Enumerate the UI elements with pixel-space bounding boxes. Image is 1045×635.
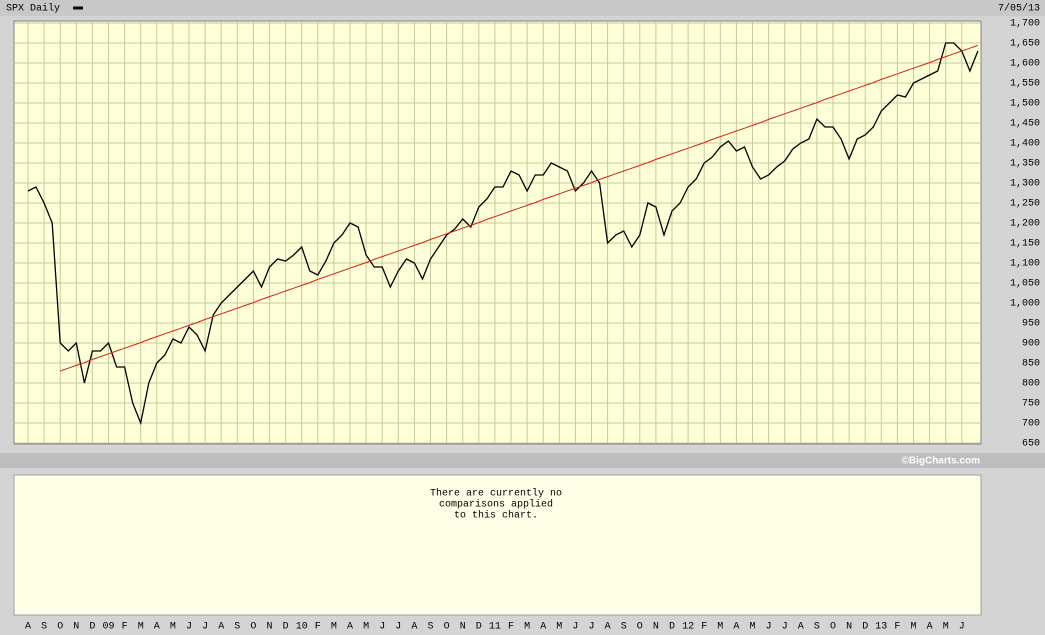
y-tick-label: 1,250 [1010,199,1040,210]
x-tick-label: A [218,622,224,633]
x-tick-label: N [460,622,466,633]
x-tick-label: 11 [489,622,501,633]
x-tick-label: N [266,622,272,633]
x-tick-label: A [733,622,739,633]
x-tick-label: M [524,622,530,633]
x-tick-label: M [556,622,562,633]
y-tick-label: 1,450 [1010,119,1040,130]
x-tick-label: S [621,622,627,633]
x-tick-label: M [363,622,369,633]
comparison-note: There are currently no [430,488,562,500]
date-label: 7/05/13 [998,3,1040,15]
x-tick-label: J [202,622,208,633]
x-tick-label: A [25,622,31,633]
x-tick-label: M [170,622,176,633]
y-tick-label: 1,300 [1010,179,1040,190]
legend-label: SPX Daily [6,3,60,15]
x-tick-label: A [605,622,611,633]
x-tick-label: A [927,622,933,633]
y-tick-label: 700 [1022,419,1040,430]
x-tick-label: M [717,622,723,633]
y-tick-label: 750 [1022,399,1040,410]
comparison-note: to this chart. [454,510,538,522]
x-tick-label: F [315,622,321,633]
x-tick-label: D [476,622,482,633]
x-tick-label: A [154,622,160,633]
x-tick-label: A [411,622,417,633]
x-tick-label: M [943,622,949,633]
y-tick-label: 1,100 [1010,259,1040,270]
header-bar [0,0,1045,16]
x-tick-label: D [669,622,675,633]
y-tick-label: 950 [1022,319,1040,330]
x-tick-label: F [894,622,900,633]
x-tick-label: F [701,622,707,633]
x-tick-label: J [782,622,788,633]
x-tick-label: S [814,622,820,633]
x-tick-label: O [637,622,643,633]
x-tick-label: F [508,622,514,633]
separator-bar [0,453,1045,468]
x-tick-label: O [57,622,63,633]
y-tick-label: 850 [1022,359,1040,370]
x-tick-label: N [653,622,659,633]
plot-area [13,20,982,445]
x-tick-label: F [122,622,128,633]
x-tick-label: M [910,622,916,633]
price-line [27,42,979,426]
x-tick-label: D [283,622,289,633]
x-tick-label: J [186,622,192,633]
x-tick-label: D [89,622,95,633]
y-tick-label: 1,650 [1010,39,1040,50]
y-tick-label: 650 [1022,439,1040,450]
comparison-note: comparisons applied [439,499,553,511]
x-tick-label: J [588,622,594,633]
x-tick-label: A [798,622,804,633]
x-tick-label: J [379,622,385,633]
trend-line [60,44,979,372]
x-tick-label: O [444,622,450,633]
x-tick-label: J [395,622,401,633]
x-tick-label: M [138,622,144,633]
x-tick-label: A [347,622,353,633]
y-tick-label: 1,350 [1010,159,1040,170]
x-tick-label: S [41,622,47,633]
y-tick-label: 1,700 [1010,19,1040,30]
x-tick-label: M [331,622,337,633]
x-tick-label: J [572,622,578,633]
y-tick-label: 1,200 [1010,219,1040,230]
x-tick-label: S [234,622,240,633]
y-tick-label: 800 [1022,379,1040,390]
y-tick-label: 1,550 [1010,79,1040,90]
x-tick-label: N [846,622,852,633]
y-tick-label: 1,000 [1010,299,1040,310]
y-tick-label: 1,050 [1010,279,1040,290]
x-tick-label: 10 [296,622,308,633]
x-tick-label: S [427,622,433,633]
y-tick-label: 1,150 [1010,239,1040,250]
y-tick-label: 1,600 [1010,59,1040,70]
x-tick-label: J [959,622,965,633]
x-tick-label: 13 [875,622,887,633]
x-tick-label: D [862,622,868,633]
x-tick-label: 12 [682,622,694,633]
x-tick-label: M [749,622,755,633]
y-tick-label: 900 [1022,339,1040,350]
x-tick-label: O [830,622,836,633]
x-tick-label: O [250,622,256,633]
x-tick-label: A [540,622,546,633]
x-tick-label: 09 [102,622,114,633]
credit: ©BigCharts.com [902,456,981,467]
x-tick-label: J [766,622,772,633]
x-tick-label: N [73,622,79,633]
y-tick-label: 1,500 [1010,99,1040,110]
y-tick-label: 1,400 [1010,139,1040,150]
comparison-panel [13,474,982,616]
